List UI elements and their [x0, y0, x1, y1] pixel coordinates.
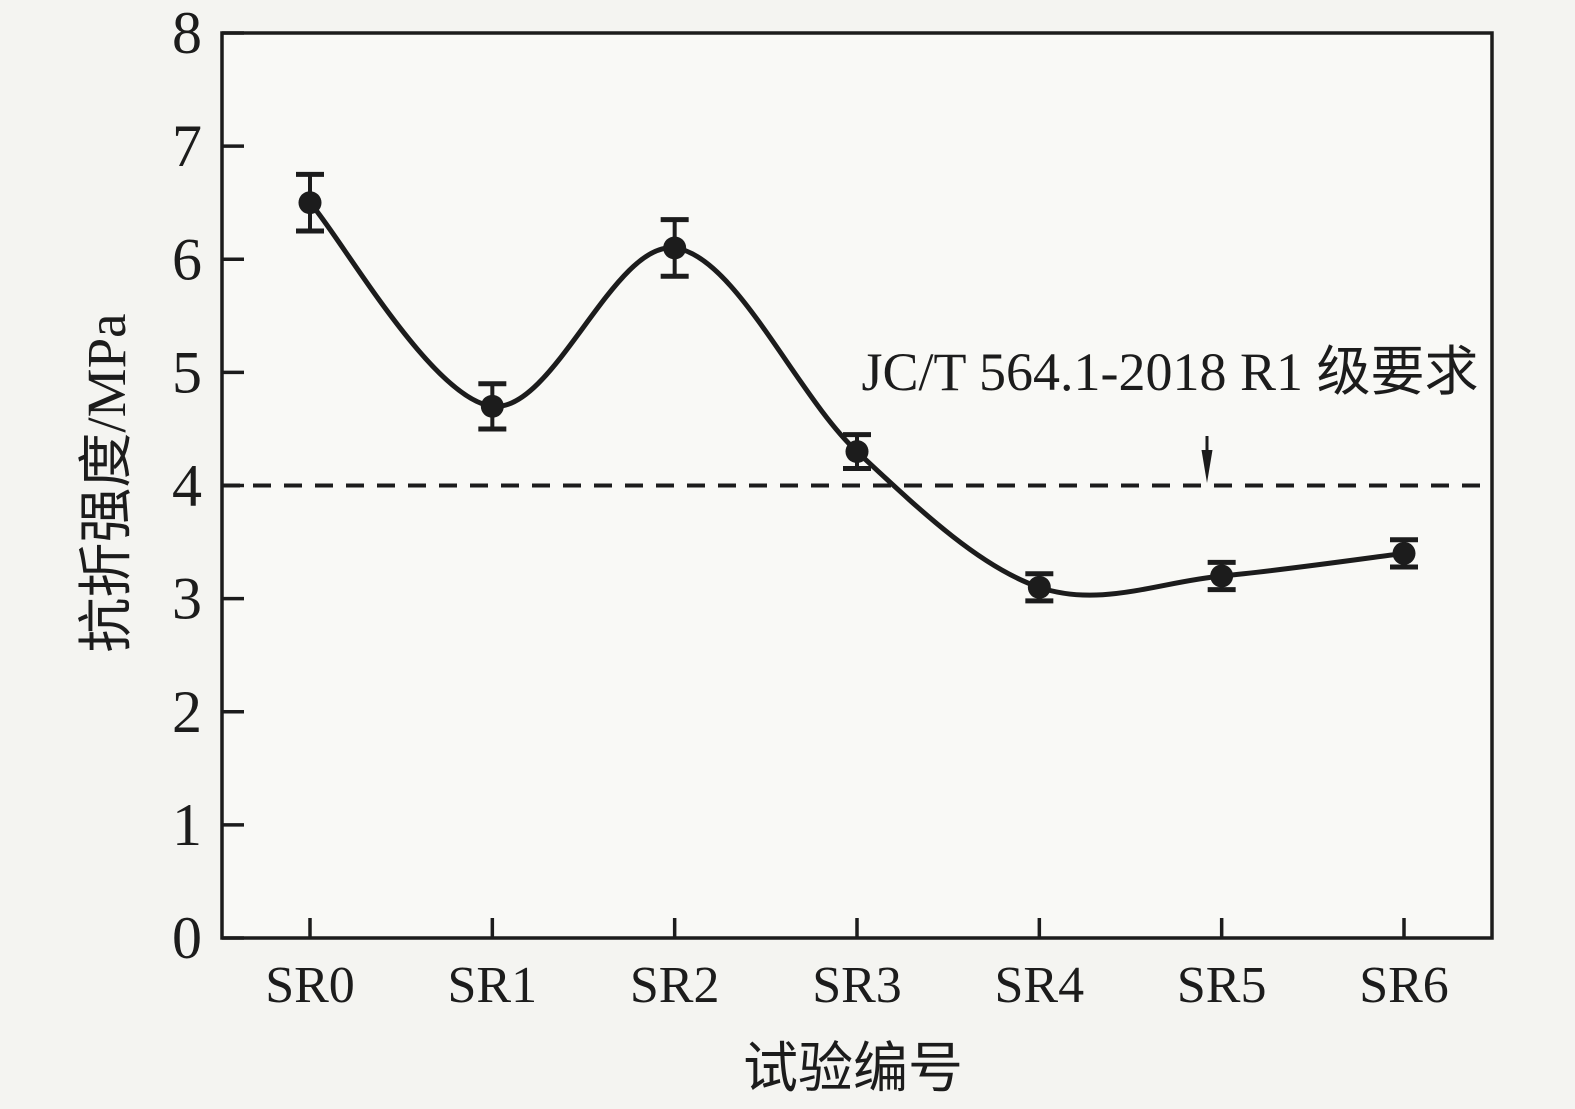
- y-tick-label: 6: [172, 226, 202, 292]
- data-point-marker: [1210, 564, 1234, 588]
- y-tick-label: 7: [172, 113, 202, 179]
- x-tick-label: SR0: [265, 957, 355, 1014]
- y-tick-label: 0: [172, 905, 202, 971]
- data-point-marker: [1392, 541, 1416, 565]
- y-tick-label: 8: [172, 0, 202, 66]
- x-tick-label: SR6: [1359, 957, 1449, 1014]
- x-tick-label: SR3: [812, 957, 902, 1014]
- x-tick-label: SR1: [448, 957, 538, 1014]
- data-point-marker: [845, 440, 869, 464]
- y-tick-label: 1: [172, 792, 202, 858]
- data-points: [298, 191, 1416, 599]
- x-axis-ticks: SR0 SR1 SR2 SR3 SR4 SR5 SR6: [265, 918, 1449, 1014]
- y-tick-label: 2: [172, 679, 202, 745]
- y-tick-label: 5: [172, 339, 202, 405]
- x-tick-label: SR2: [630, 957, 720, 1014]
- data-point-marker: [1027, 575, 1051, 599]
- reference-line-annotation: JC/T 564.1-2018 R1 级要求: [861, 342, 1479, 402]
- y-tick-label: 3: [172, 566, 202, 632]
- y-axis-ticks: 0 1 2 3 4 5 6 7 8: [172, 0, 244, 971]
- x-axis-title: 试验编号: [742, 1038, 963, 1099]
- x-tick-label: SR4: [995, 957, 1085, 1014]
- y-tick-label: 4: [172, 453, 202, 519]
- data-point-marker: [298, 191, 322, 215]
- data-point-marker: [480, 394, 504, 418]
- data-point-marker: [663, 236, 687, 260]
- y-axis-title: 抗折强度/MPa: [76, 313, 137, 653]
- x-tick-label: SR5: [1177, 957, 1267, 1014]
- annotation-arrow: [1201, 436, 1213, 483]
